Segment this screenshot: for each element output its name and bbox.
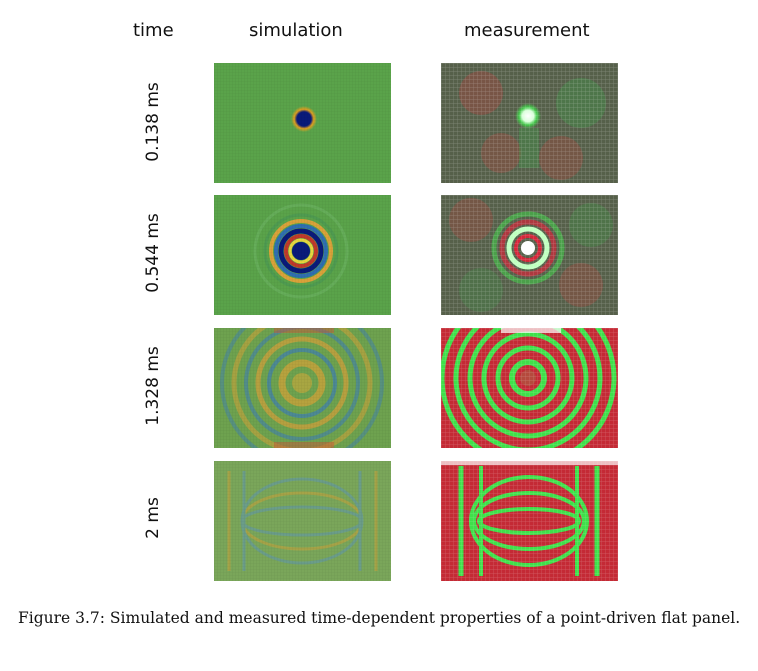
sim-panel-2 [214,195,391,315]
figure-caption: Figure 3.7: Simulated and measured time-… [18,609,741,627]
meas-panel-2 [441,195,618,315]
header-simulation: simulation [249,20,343,41]
sim-panel-1 [214,63,391,183]
row-label-2: 0.544 ms [143,213,163,293]
row-label-3: 1.328 ms [143,346,163,426]
row-label-1: 0.138 ms [143,82,163,162]
header-time: time [133,20,174,41]
meas-panel-1 [441,63,618,183]
sim-panel-3 [214,328,391,448]
meas-panel-4 [441,461,618,581]
sim-panel-4 [214,461,391,581]
header-measurement: measurement [464,20,590,41]
meas-panel-3 [441,328,618,448]
row-label-4: 2 ms [143,497,163,539]
